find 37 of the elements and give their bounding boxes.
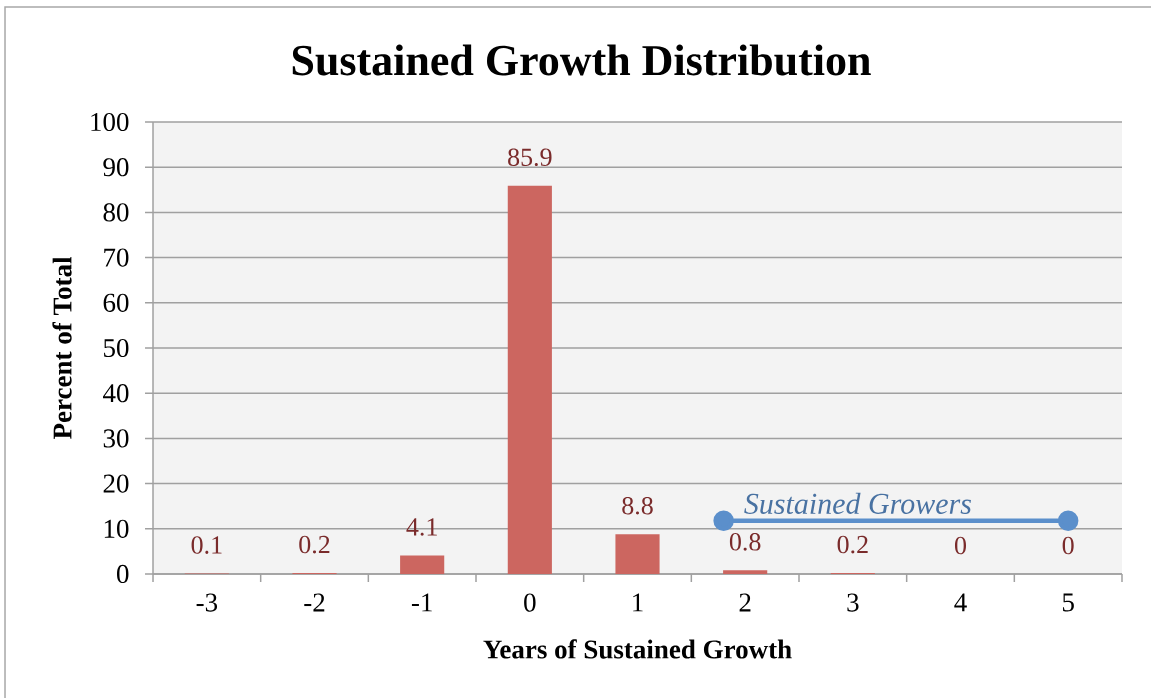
bar — [723, 570, 768, 574]
y-tick-label: 0 — [117, 564, 129, 584]
x-tick-label: 3 — [847, 593, 859, 612]
y-tick-label: 10 — [104, 519, 129, 538]
y-axis-title: Percent of Total — [52, 256, 72, 440]
data-label: 0.1 — [191, 536, 222, 554]
chart-title: Sustained Growth Distribution — [292, 44, 871, 76]
bar — [400, 555, 445, 574]
y-tick-label: 70 — [104, 248, 129, 267]
x-tick-label: 2 — [739, 593, 751, 612]
x-tick-label: -3 — [196, 593, 218, 612]
bar — [615, 534, 660, 574]
data-label: 85.9 — [508, 148, 552, 167]
y-tick-label: 90 — [103, 158, 129, 177]
data-label: 0 — [1062, 536, 1074, 555]
y-tick-label: 20 — [103, 474, 129, 493]
x-tick-label: -2 — [304, 593, 325, 612]
data-label: 0.2 — [299, 535, 330, 554]
series-label: Sustained Growers — [744, 492, 971, 514]
y-tick-label: 50 — [104, 338, 129, 358]
y-tick-label: 80 — [103, 203, 129, 222]
x-tick-label: 5 — [1062, 593, 1074, 612]
y-tick-label: 60 — [103, 293, 129, 312]
bar — [507, 185, 552, 574]
y-tick-label: 40 — [103, 384, 129, 403]
data-label: 0.2 — [837, 535, 868, 554]
x-tick-label: 4 — [954, 593, 967, 612]
x-axis-title: Years of Sustained Growth — [483, 639, 792, 659]
x-tick-label: -1 — [411, 593, 432, 612]
data-label: 0.8 — [729, 533, 761, 551]
x-tick-label: 0 — [524, 593, 536, 612]
y-tick-label: 30 — [103, 429, 129, 448]
y-tick-label: 100 — [91, 112, 129, 132]
data-label: 4.1 — [406, 518, 437, 536]
x-tick-label: 1 — [633, 593, 643, 612]
data-label: 0 — [954, 536, 967, 555]
data-label: 8.8 — [622, 496, 653, 515]
